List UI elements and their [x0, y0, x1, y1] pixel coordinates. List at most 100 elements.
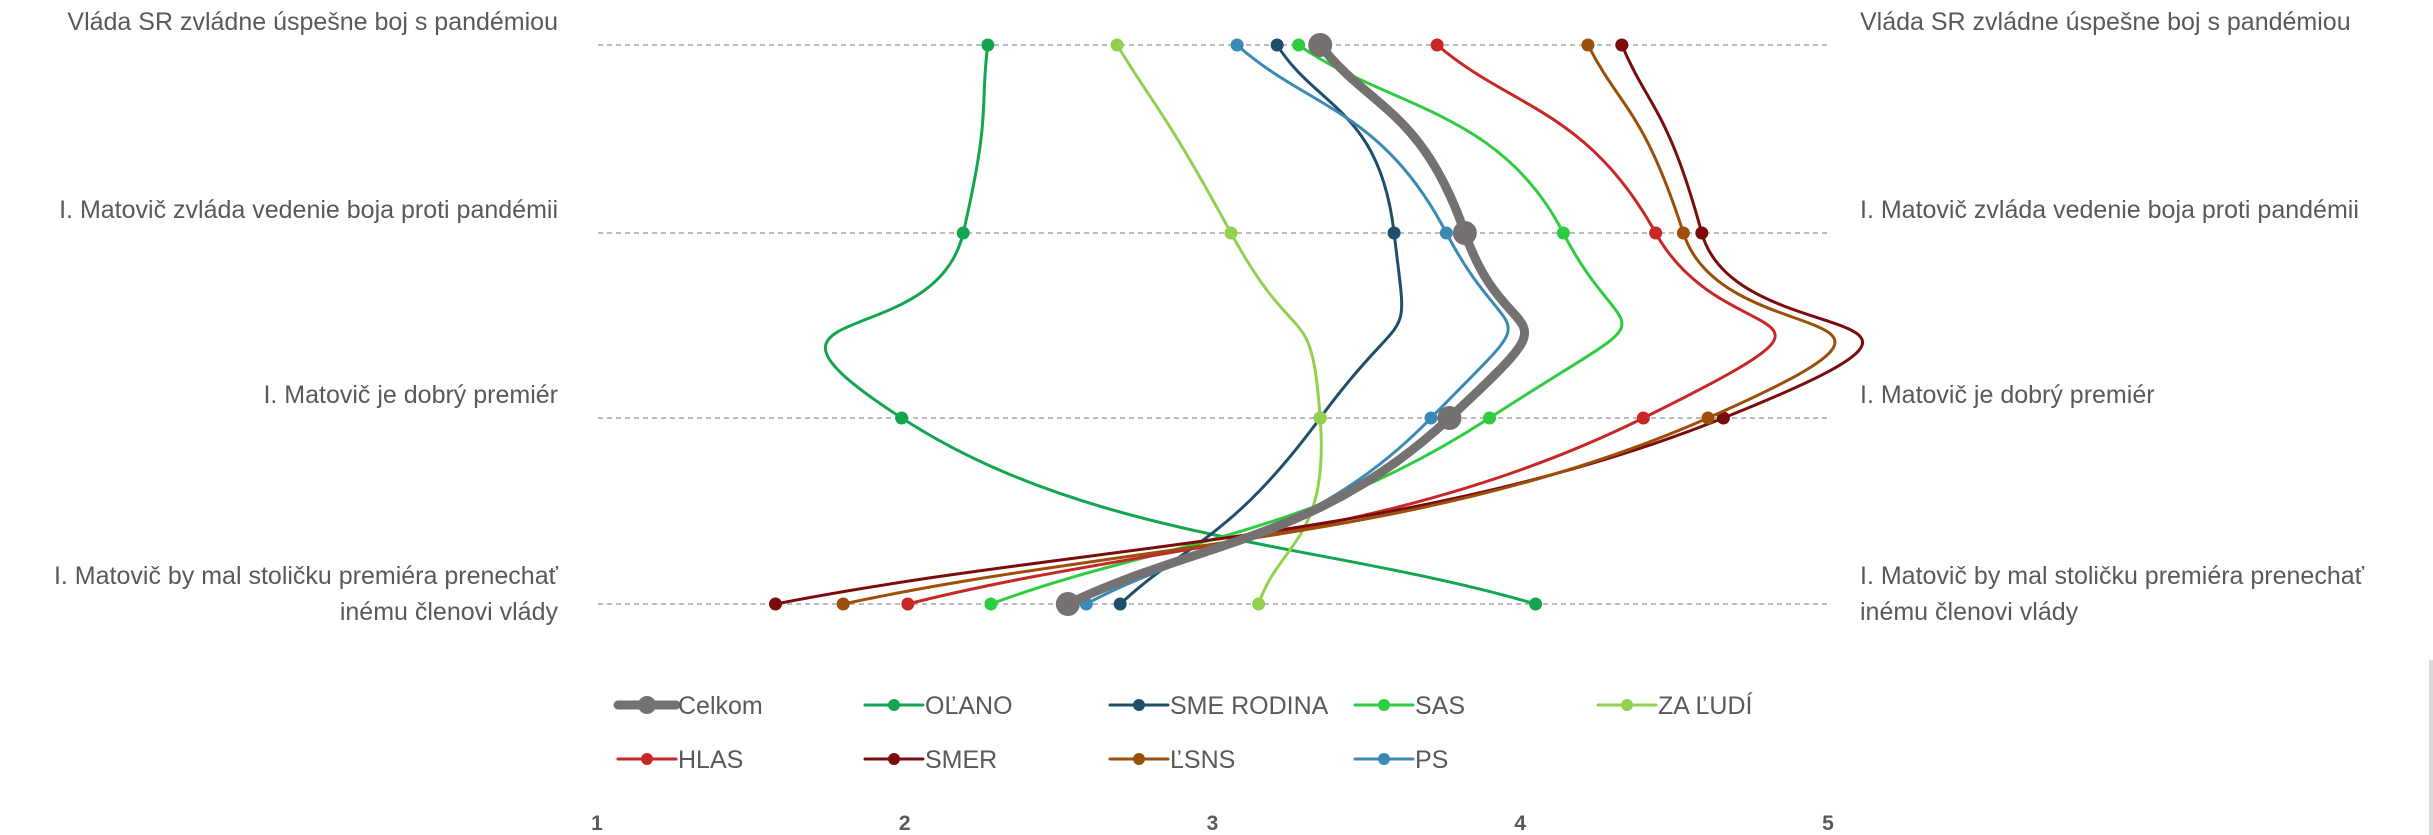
- data-point-sas-1: [1292, 38, 1306, 52]
- legend-label-olano: OĽANO: [925, 692, 1013, 720]
- data-point-celkom-1: [1308, 33, 1333, 57]
- data-point-smer-3: [1716, 411, 1730, 425]
- data-point-olano-4: [1529, 597, 1543, 611]
- category-label-left-line: I. Matovič je dobrý premiér: [263, 381, 558, 409]
- category-labels-right: Vláda SR zvládne úspešne boj s pandémiou…: [1860, 8, 2365, 626]
- legend-marker-hlas: [641, 753, 653, 765]
- legend-marker-lsns: [1133, 753, 1145, 765]
- category-label-left-4: I. Matovič by mal stoličku premiéra pren…: [54, 562, 559, 626]
- legend-marker-ps: [1378, 753, 1390, 765]
- category-label-right-line: Vláda SR zvládne úspešne boj s pandémiou: [1860, 8, 2351, 36]
- data-point-ps-1: [1230, 38, 1244, 52]
- data-point-celkom-3: [1437, 406, 1462, 430]
- x-tick-label-2: 2: [899, 812, 911, 835]
- category-label-right-1: Vláda SR zvládne úspešne boj s pandémiou: [1860, 8, 2351, 36]
- data-point-smer-4: [768, 597, 782, 611]
- data-point-celkom-4: [1055, 592, 1080, 616]
- category-label-right-line: I. Matovič je dobrý premiér: [1860, 381, 2155, 409]
- category-label-right-4: I. Matovič by mal stoličku premiéra pren…: [1860, 562, 2365, 626]
- legend-label-sme-rodina: SME RODINA: [1170, 692, 1329, 720]
- legend: Celkom OĽANO SME RODINA SAS ZA ĽUDÍ HLAS SMER Ľ…: [613, 691, 1753, 774]
- legend-label-celkom: Celkom: [678, 692, 763, 720]
- legend-label-ps: PS: [1415, 746, 1448, 774]
- legend-label-lsns: ĽSNS: [1170, 746, 1235, 774]
- gridlines: [598, 44, 1828, 605]
- legend-marker-sme-rodina: [1133, 699, 1145, 711]
- series-celkom: [1055, 33, 1530, 616]
- legend-item-sas: SAS: [1353, 692, 1465, 720]
- legend-item-sme-rodina: SME RODINA: [1108, 692, 1329, 720]
- category-label-left-line: I. Matovič zvláda vedenie boja proti pan…: [59, 196, 558, 224]
- category-label-left-line: I. Matovič by mal stoličku premiéra pren…: [54, 562, 559, 590]
- data-point-sas-4: [984, 597, 998, 611]
- series-ps: [1079, 38, 1510, 611]
- legend-label-sas: SAS: [1415, 692, 1465, 720]
- legend-marker-olano: [888, 699, 900, 711]
- data-point-za-ludi-4: [1252, 597, 1266, 611]
- category-label-right-line: I. Matovič by mal stoličku premiéra pren…: [1860, 562, 2365, 590]
- category-label-left-3: I. Matovič je dobrý premiér: [263, 381, 558, 409]
- data-point-za-ludi-3: [1313, 411, 1327, 425]
- x-axis-ticks: 1 2 3 4 5: [591, 812, 1834, 835]
- category-label-left-1: Vláda SR zvládne úspešne boj s pandémiou: [67, 8, 558, 36]
- legend-item-hlas: HLAS: [616, 746, 743, 774]
- series-line-smer: [774, 43, 1864, 606]
- data-point-ps-2: [1439, 226, 1453, 240]
- series-layer: [768, 33, 1864, 616]
- data-point-hlas-4: [901, 597, 915, 611]
- data-point-olano-2: [956, 226, 970, 240]
- legend-marker-celkom: [638, 696, 656, 714]
- legend-label-smer: SMER: [925, 746, 997, 774]
- legend-marker-smer: [888, 753, 900, 765]
- legend-label-hlas: HLAS: [678, 746, 743, 774]
- data-point-lsns-3: [1701, 411, 1715, 425]
- category-label-left-line: inému členovi vlády: [340, 598, 559, 626]
- category-label-left-line: Vláda SR zvládne úspešne boj s pandémiou: [67, 8, 558, 36]
- data-point-lsns-4: [836, 597, 850, 611]
- data-point-sme-rodina-2: [1387, 226, 1401, 240]
- data-point-za-ludi-1: [1110, 38, 1124, 52]
- series-lsns: [836, 38, 1837, 611]
- category-labels-left: Vláda SR zvládne úspešne boj s pandémiou…: [54, 8, 559, 626]
- data-point-olano-3: [895, 411, 909, 425]
- series-line-lsns: [841, 43, 1837, 606]
- series-line-celkom: [1063, 40, 1530, 609]
- category-label-right-3: I. Matovič je dobrý premiér: [1860, 381, 2155, 409]
- legend-item-za-ludi: ZA ĽUDÍ: [1596, 691, 1753, 720]
- data-point-lsns-2: [1676, 226, 1690, 240]
- legend-item-smer: SMER: [863, 746, 997, 774]
- data-point-sas-3: [1482, 411, 1496, 425]
- data-point-sme-rodina-4: [1113, 597, 1127, 611]
- x-tick-label-1: 1: [591, 812, 603, 835]
- legend-marker-sas: [1378, 699, 1390, 711]
- legend-item-olano: OĽANO: [863, 692, 1013, 720]
- data-point-sas-2: [1556, 226, 1570, 240]
- legend-label-za-ludi: ZA ĽUDÍ: [1658, 691, 1753, 720]
- legend-marker-za-ludi: [1621, 699, 1633, 711]
- legend-item-ps: PS: [1353, 746, 1448, 774]
- category-label-right-line: I. Matovič zvláda vedenie boja proti pan…: [1860, 196, 2359, 224]
- x-tick-label-4: 4: [1514, 812, 1526, 835]
- data-point-hlas-1: [1430, 38, 1444, 52]
- data-point-celkom-2: [1452, 221, 1477, 245]
- data-point-olano-1: [981, 38, 995, 52]
- data-point-hlas-2: [1649, 226, 1663, 240]
- x-tick-label-3: 3: [1207, 812, 1219, 835]
- series-line-olano: [824, 43, 1538, 606]
- category-label-right-line: inému členovi vlády: [1860, 598, 2079, 626]
- series-smer: [768, 38, 1864, 611]
- category-label-left-2: I. Matovič zvláda vedenie boja proti pan…: [59, 196, 558, 224]
- data-point-ps-3: [1424, 411, 1438, 425]
- data-point-hlas-3: [1636, 411, 1650, 425]
- data-point-za-ludi-2: [1224, 226, 1238, 240]
- legend-item-lsns: ĽSNS: [1108, 746, 1235, 774]
- data-point-sme-rodina-1: [1270, 38, 1284, 52]
- series-olano: [824, 38, 1543, 611]
- data-point-smer-2: [1695, 226, 1709, 240]
- series-za-ludi: [1110, 38, 1327, 611]
- x-tick-label-5: 5: [1822, 812, 1834, 835]
- data-point-smer-1: [1615, 38, 1629, 52]
- category-label-right-2: I. Matovič zvláda vedenie boja proti pan…: [1860, 196, 2359, 224]
- legend-item-celkom: Celkom: [613, 692, 763, 720]
